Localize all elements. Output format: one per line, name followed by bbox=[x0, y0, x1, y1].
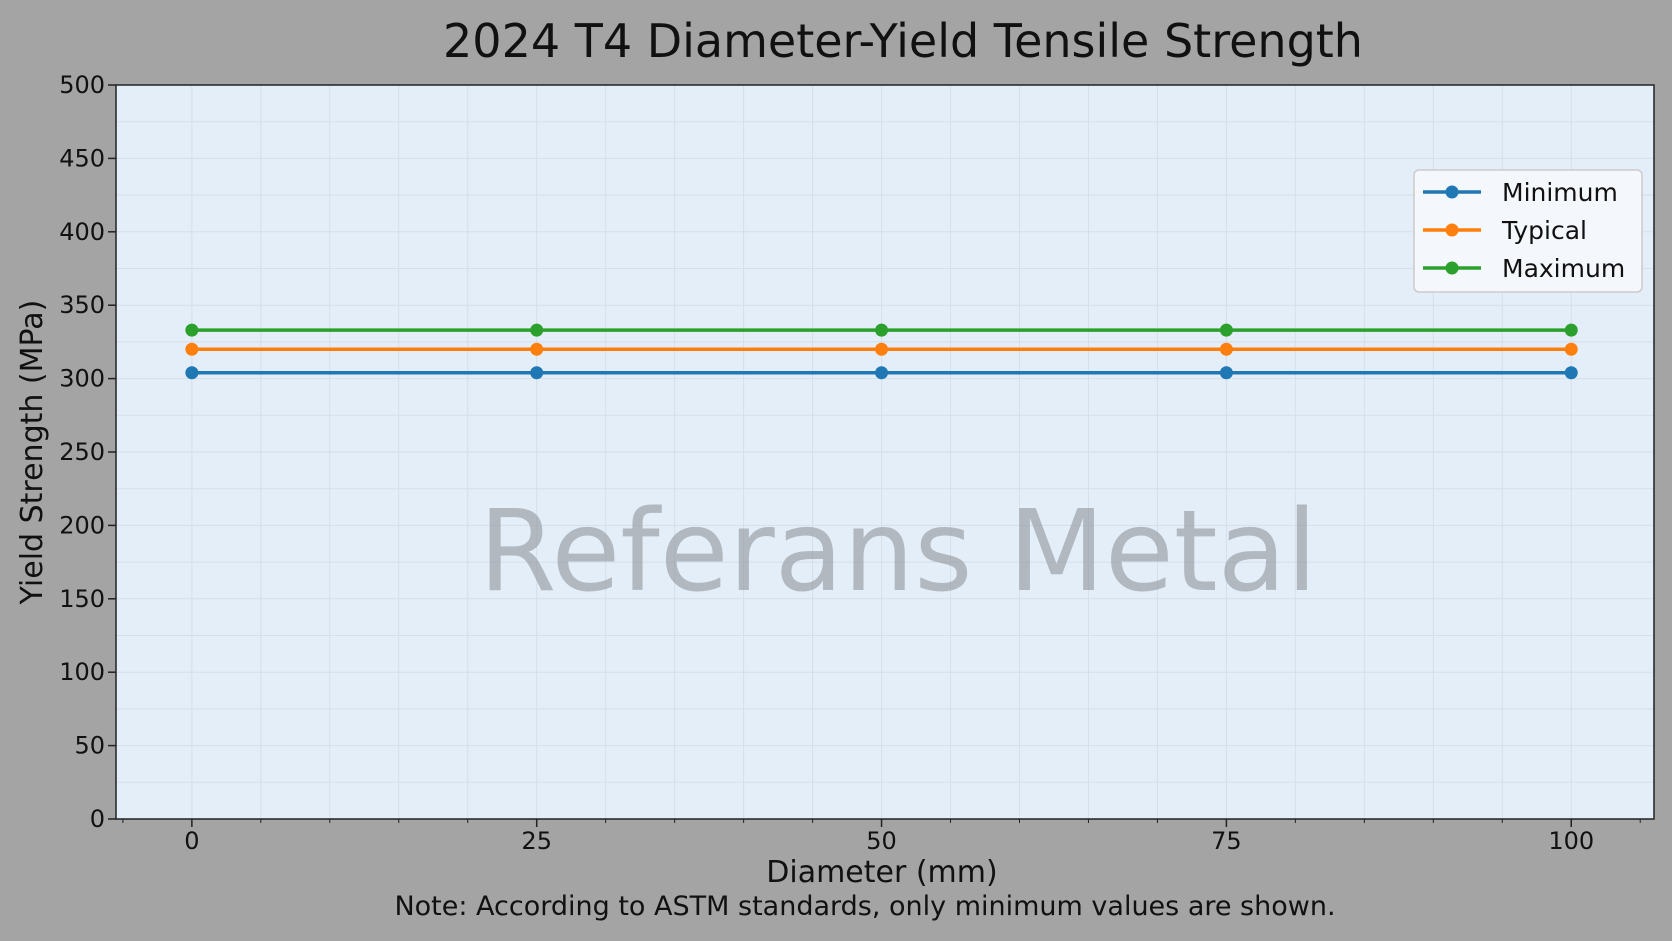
y-tick-label: 100 bbox=[59, 658, 105, 686]
axis-ticks: 0 25 50 75 100 0 50 100 150 200 250 300 350 400 450 500 bbox=[59, 71, 1641, 855]
plot-frame bbox=[115, 84, 1655, 820]
watermark-text: Referans Metal bbox=[479, 487, 1318, 617]
x-axis-label: Diameter (mm) bbox=[766, 855, 997, 890]
data-point-maximum bbox=[185, 323, 199, 337]
data-point-maximum bbox=[530, 323, 544, 337]
y-tick-label: 0 bbox=[90, 805, 105, 833]
legend-marker-minimum bbox=[1445, 185, 1459, 199]
legend: Minimum Typical Maximum bbox=[1413, 169, 1643, 293]
data-point-maximum bbox=[1564, 323, 1578, 337]
data-point-typical bbox=[1564, 342, 1578, 356]
y-tick-label: 300 bbox=[59, 365, 105, 393]
legend-label-minimum: Minimum bbox=[1502, 178, 1618, 207]
data-point-typical bbox=[185, 342, 199, 356]
x-tick-label: 0 bbox=[184, 827, 199, 855]
data-point-minimum bbox=[1564, 366, 1578, 380]
data-point-minimum bbox=[1219, 366, 1233, 380]
y-tick-label: 150 bbox=[59, 585, 105, 613]
y-tick-label: 450 bbox=[59, 144, 105, 172]
data-point-typical bbox=[530, 342, 544, 356]
y-tick-label: 350 bbox=[59, 291, 105, 319]
legend-label-maximum: Maximum bbox=[1502, 254, 1625, 283]
data-point-typical bbox=[875, 342, 889, 356]
x-tick-label: 100 bbox=[1548, 827, 1594, 855]
legend-marker-maximum bbox=[1445, 261, 1459, 275]
legend-marker-typical bbox=[1445, 223, 1459, 237]
y-axis-label: Yield Strength (MPa) bbox=[15, 300, 50, 606]
series-layer bbox=[185, 323, 1578, 380]
y-tick-label: 200 bbox=[59, 511, 105, 539]
x-tick-label: 75 bbox=[1211, 827, 1242, 855]
x-tick-label: 50 bbox=[866, 827, 897, 855]
chart-title: 2024 T4 Diameter-Yield Tensile Strength bbox=[443, 14, 1363, 68]
data-point-maximum bbox=[1219, 323, 1233, 337]
legend-label-typical: Typical bbox=[1501, 216, 1587, 245]
y-tick-label: 50 bbox=[74, 732, 105, 760]
x-tick-label: 25 bbox=[521, 827, 552, 855]
data-point-minimum bbox=[875, 366, 889, 380]
data-point-minimum bbox=[530, 366, 544, 380]
data-point-minimum bbox=[185, 366, 199, 380]
data-point-typical bbox=[1219, 342, 1233, 356]
y-tick-label: 500 bbox=[59, 71, 105, 99]
y-tick-label: 250 bbox=[59, 438, 105, 466]
legend-box bbox=[1413, 169, 1643, 293]
y-tick-label: 400 bbox=[59, 218, 105, 246]
footnote: Note: According to ASTM standards, only … bbox=[394, 891, 1335, 922]
data-point-maximum bbox=[875, 323, 889, 337]
